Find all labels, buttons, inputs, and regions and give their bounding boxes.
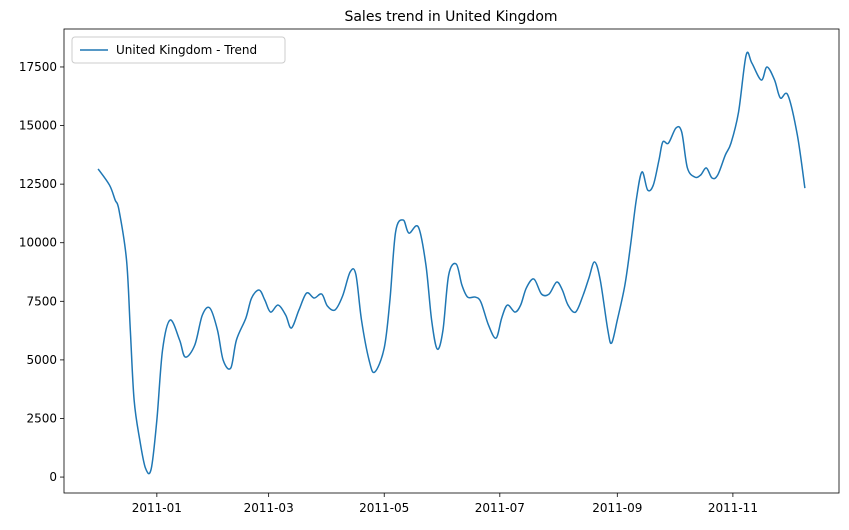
legend-label: United Kingdom - Trend xyxy=(116,43,257,57)
x-tick-label: 2011-01 xyxy=(132,501,182,515)
x-tick-label: 2011-07 xyxy=(475,501,525,515)
axes-frame xyxy=(63,28,840,494)
x-tick-label: 2011-09 xyxy=(592,501,642,515)
y-tick-label: 10000 xyxy=(19,236,57,250)
y-tick-label: 7500 xyxy=(26,294,57,308)
trend-line xyxy=(97,51,806,475)
y-tick-label: 17500 xyxy=(19,60,57,74)
x-tick-label: 2011-03 xyxy=(244,501,294,515)
y-tick-label: 5000 xyxy=(26,353,57,367)
chart-title: Sales trend in United Kingdom xyxy=(344,9,557,25)
y-tick-label: 15000 xyxy=(19,119,57,133)
legend-box xyxy=(71,36,286,64)
x-tick-label: 2011-11 xyxy=(708,501,758,515)
y-tick-label: 2500 xyxy=(26,411,57,425)
y-tick-label: 12500 xyxy=(19,177,57,191)
x-tick-label: 2011-05 xyxy=(359,501,409,515)
y-tick-label: 0 xyxy=(49,470,57,484)
